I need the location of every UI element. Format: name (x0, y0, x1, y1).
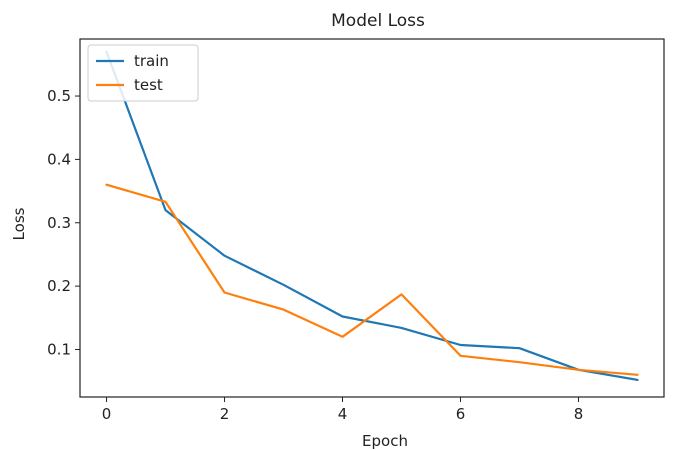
y-tick-label: 0.1 (47, 340, 71, 358)
y-axis-label: Loss (10, 207, 28, 240)
axes-layer: 0 2 4 6 8 0.1 0.2 0.3 0.4 0.5 (47, 87, 583, 423)
y-tick-label: 0.4 (47, 150, 71, 168)
x-axis-label: Epoch (362, 432, 408, 450)
series-line-test (105, 183, 639, 376)
x-tick-label: 6 (456, 405, 466, 423)
x-tick-label: 0 (102, 405, 112, 423)
y-tick-label: 0.5 (47, 87, 71, 105)
x-tick-label: 4 (338, 405, 348, 423)
y-tick-label: 0.2 (47, 277, 71, 295)
x-tick-label: 2 (220, 405, 230, 423)
legend-box (87, 44, 199, 102)
series-layer (105, 50, 639, 381)
legend: train test (87, 44, 199, 102)
y-tick-label: 0.3 (47, 214, 71, 232)
chart-title: Model Loss (331, 11, 425, 31)
x-tick-label: 8 (574, 405, 584, 423)
legend-label-train: train (134, 52, 169, 70)
legend-label-test: test (134, 76, 163, 94)
series-line-train (105, 50, 639, 381)
